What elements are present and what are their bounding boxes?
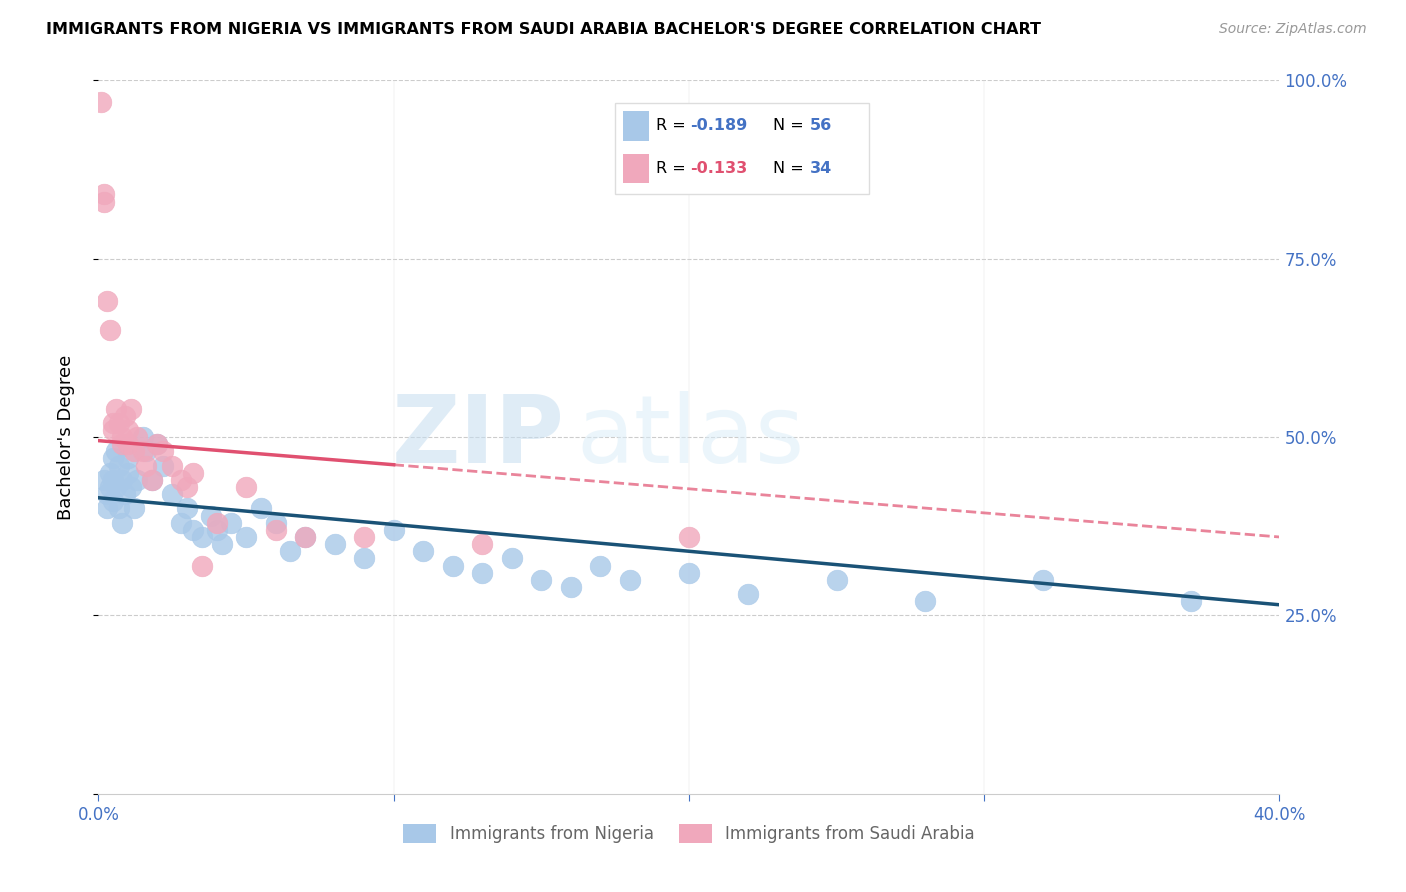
- Point: [103, 494, 125, 508]
- Point: [382, 523, 405, 537]
- Point: [132, 444, 155, 458]
- Point: [191, 558, 214, 573]
- Point: [264, 516, 287, 530]
- Point: [135, 444, 157, 458]
- Point: [111, 473, 134, 487]
- Point: [105, 401, 128, 416]
- Point: [191, 530, 214, 544]
- Point: [146, 437, 169, 451]
- Point: [96, 487, 118, 501]
- Point: [221, 516, 243, 530]
- Point: [117, 423, 139, 437]
- Point: [103, 451, 125, 466]
- Point: [103, 416, 125, 430]
- Point: [132, 430, 155, 444]
- Point: [93, 473, 115, 487]
- Point: [117, 466, 139, 480]
- Point: [170, 473, 193, 487]
- Point: [90, 95, 112, 109]
- Point: [111, 430, 134, 444]
- Legend: Immigrants from Nigeria, Immigrants from Saudi Arabia: Immigrants from Nigeria, Immigrants from…: [396, 817, 981, 850]
- Point: [108, 416, 131, 430]
- Point: [125, 473, 148, 487]
- Point: [560, 580, 582, 594]
- Point: [471, 566, 494, 580]
- Point: [114, 409, 136, 423]
- Point: [170, 516, 193, 530]
- Point: [125, 430, 148, 444]
- Point: [264, 523, 287, 537]
- Point: [1180, 594, 1202, 608]
- Point: [181, 523, 204, 537]
- Text: IMMIGRANTS FROM NIGERIA VS IMMIGRANTS FROM SAUDI ARABIA BACHELOR'S DEGREE CORREL: IMMIGRANTS FROM NIGERIA VS IMMIGRANTS FR…: [46, 22, 1042, 37]
- Point: [412, 544, 434, 558]
- Point: [181, 466, 204, 480]
- Point: [1032, 573, 1054, 587]
- Point: [103, 423, 125, 437]
- Point: [141, 473, 163, 487]
- Point: [825, 573, 848, 587]
- Point: [589, 558, 612, 573]
- Point: [120, 401, 142, 416]
- Point: [103, 473, 125, 487]
- Point: [441, 558, 464, 573]
- Point: [619, 573, 641, 587]
- Point: [111, 516, 134, 530]
- Point: [323, 537, 346, 551]
- Point: [122, 444, 145, 458]
- Point: [98, 480, 121, 494]
- Point: [98, 323, 121, 337]
- Point: [353, 551, 375, 566]
- Point: [98, 466, 121, 480]
- Point: [294, 530, 316, 544]
- Point: [211, 537, 233, 551]
- Point: [105, 480, 128, 494]
- Text: ZIP: ZIP: [392, 391, 565, 483]
- Point: [737, 587, 759, 601]
- Point: [353, 530, 375, 544]
- Point: [205, 523, 228, 537]
- Point: [93, 187, 115, 202]
- Point: [146, 437, 169, 451]
- Point: [135, 458, 157, 473]
- Point: [176, 480, 198, 494]
- Point: [111, 437, 134, 451]
- Point: [501, 551, 523, 566]
- Y-axis label: Bachelor's Degree: Bachelor's Degree: [56, 354, 75, 520]
- Point: [471, 537, 494, 551]
- Point: [117, 437, 139, 451]
- Point: [162, 458, 183, 473]
- Point: [122, 501, 145, 516]
- Point: [120, 480, 142, 494]
- Point: [176, 501, 198, 516]
- Point: [235, 530, 257, 544]
- Point: [200, 508, 222, 523]
- Text: atlas: atlas: [576, 391, 806, 483]
- Point: [105, 444, 128, 458]
- Point: [678, 566, 700, 580]
- Point: [678, 530, 700, 544]
- Point: [114, 487, 136, 501]
- Point: [205, 516, 228, 530]
- Point: [93, 194, 115, 209]
- Point: [280, 544, 302, 558]
- Point: [294, 530, 316, 544]
- Point: [152, 444, 174, 458]
- Point: [108, 458, 131, 473]
- Point: [914, 594, 936, 608]
- Point: [96, 294, 118, 309]
- Point: [117, 451, 139, 466]
- Point: [235, 480, 257, 494]
- Point: [162, 487, 183, 501]
- Point: [250, 501, 273, 516]
- Point: [152, 458, 174, 473]
- Point: [96, 501, 118, 516]
- Point: [141, 473, 163, 487]
- Text: Source: ZipAtlas.com: Source: ZipAtlas.com: [1219, 22, 1367, 37]
- Point: [530, 573, 553, 587]
- Point: [108, 501, 131, 516]
